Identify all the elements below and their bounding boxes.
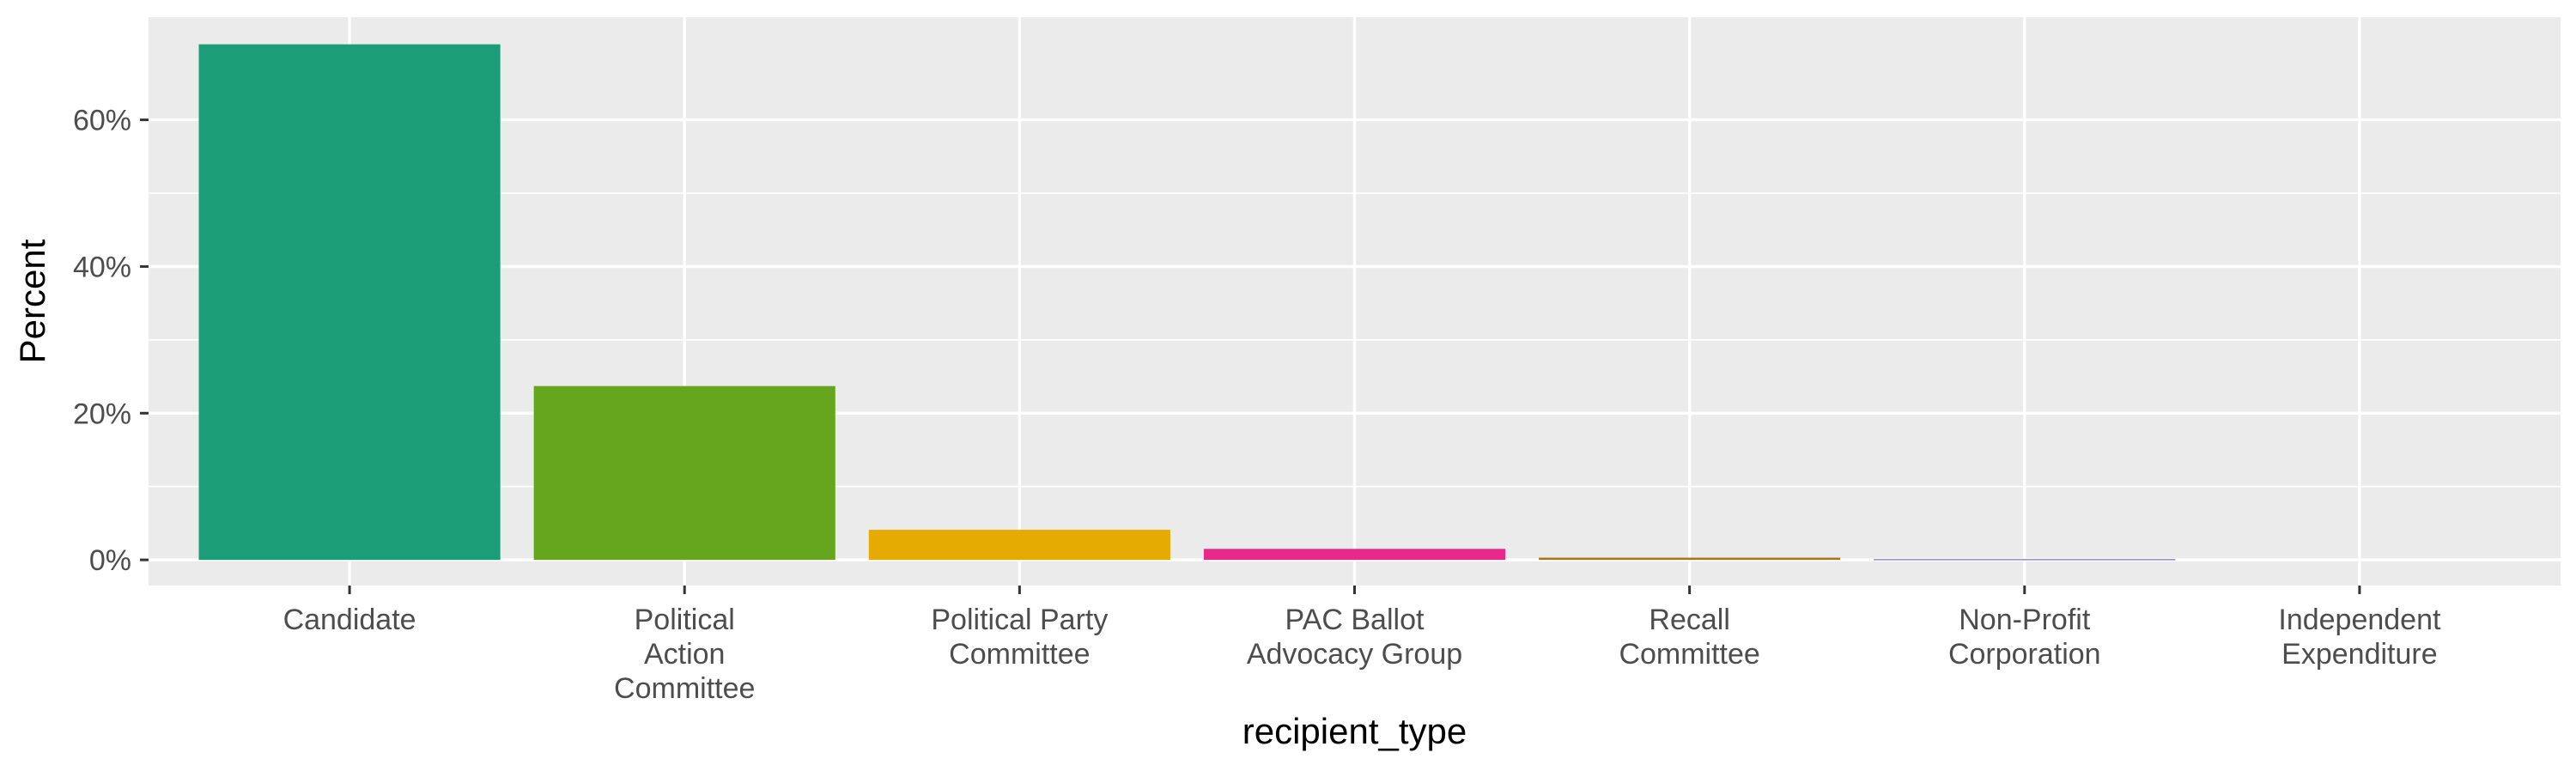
x-tick-label-line: Independent	[2278, 604, 2441, 636]
x-tick-label-line: Corporation	[1948, 638, 2101, 671]
x-tick-label: Independent Expenditure	[2278, 604, 2441, 671]
x-axis: Candidate Political Action CommitteePolitic…	[283, 586, 2441, 705]
x-tick-label-line: Political Party	[931, 604, 1108, 636]
x-tick-label-line: Committee	[1619, 638, 1759, 671]
x-tick-label: Political Action Committee	[614, 604, 755, 705]
x-tick-label-line: Advocacy Group	[1247, 638, 1462, 671]
bars-group	[198, 44, 2176, 561]
x-tick-label-line: Political	[635, 604, 735, 636]
y-axis: 0% 20% 40% 60%	[73, 105, 149, 577]
bar	[1539, 557, 1841, 561]
bar	[198, 44, 501, 561]
x-tick-label-line: Recall	[1649, 604, 1729, 636]
x-tick-label: Recall Committee	[1619, 604, 1759, 671]
x-tick-label-line: Action	[644, 638, 726, 671]
x-tick-label-line: Non-Profit	[1959, 604, 2091, 636]
x-tick-label-line: Committee	[614, 672, 755, 705]
x-tick-label-line: Candidate	[283, 604, 416, 636]
x-tick-label-line: PAC Ballot	[1285, 604, 1425, 636]
y-axis-title: Percent	[12, 239, 52, 363]
y-tick-label: 20%	[73, 398, 131, 430]
x-tick-label: Non-Profit Corporation	[1948, 604, 2101, 671]
x-tick-label-line: Committee	[949, 638, 1090, 671]
x-tick-label: PAC Ballot Advocacy Group	[1247, 604, 1462, 671]
x-tick-label: Political Party Committee	[931, 604, 1108, 671]
x-tick-label: Candidate	[283, 604, 416, 636]
bar	[868, 530, 1170, 561]
x-axis-title: recipient_type	[1242, 711, 1467, 751]
bar	[1874, 559, 2176, 561]
bar	[1203, 549, 1506, 561]
x-tick-label-line: Expenditure	[2281, 638, 2437, 671]
bar	[533, 385, 835, 561]
y-tick-label: 0%	[89, 544, 131, 577]
y-tick-label: 60%	[73, 105, 131, 137]
y-tick-label: 40%	[73, 251, 131, 283]
